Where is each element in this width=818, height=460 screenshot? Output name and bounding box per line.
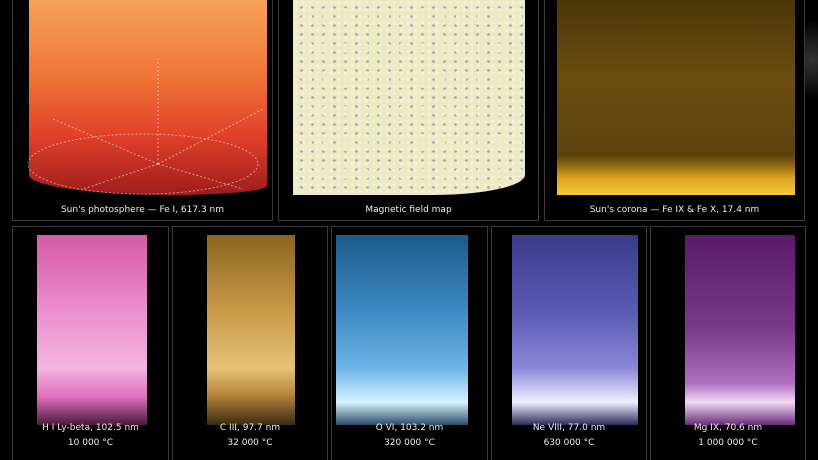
caption-line: C III, 97.7 nm bbox=[219, 423, 281, 433]
panel: O VI, 103.2 nm 320 000 °C bbox=[331, 226, 488, 460]
ne-viii-image bbox=[512, 235, 638, 425]
caption: Magnetic field map bbox=[365, 205, 452, 215]
caption-line: Mg IX, 70.6 nm bbox=[693, 423, 763, 433]
caption: Sun's photosphere — Fe I, 617.3 nm bbox=[60, 205, 225, 215]
caption-line: 320 000 °C bbox=[384, 438, 435, 448]
ly-beta-image bbox=[37, 235, 147, 425]
caption: Sun's corona — Fe IX & Fe X, 17.4 nm bbox=[589, 205, 760, 215]
caption-line: O VI, 103.2 nm bbox=[375, 423, 444, 433]
caption-line: 10 000 °C bbox=[67, 438, 114, 448]
caption-line: H I Ly-beta, 102.5 nm bbox=[42, 423, 139, 433]
panel: Mg IX, 70.6 nm 1 000 000 °C bbox=[650, 226, 806, 460]
panel: Sun's corona — Fe IX & Fe X, 17.4 nm bbox=[544, 0, 805, 221]
caption-line: Ne VIII, 77.0 nm bbox=[532, 423, 606, 433]
panel: Sun's photosphere — Fe I, 617.3 nm bbox=[12, 0, 273, 221]
panel: C III, 97.7 nm 32 000 °C bbox=[172, 226, 328, 460]
caption-line: 32 000 °C bbox=[227, 438, 273, 448]
magnetic-map-image bbox=[293, 0, 525, 195]
panel: Magnetic field map bbox=[278, 0, 539, 221]
corona-image bbox=[557, 0, 795, 195]
grid-overlay bbox=[27, 59, 264, 195]
caption-line: 1 000 000 °C bbox=[698, 438, 758, 448]
panel: Ne VIII, 77.0 nm 630 000 °C bbox=[491, 226, 647, 460]
caption-line: 630 000 °C bbox=[543, 438, 595, 448]
mg-ix-image bbox=[685, 235, 795, 425]
o-vi-image bbox=[336, 235, 468, 425]
photosphere-image bbox=[29, 0, 267, 195]
panel: H I Ly-beta, 102.5 nm 10 000 °C bbox=[12, 226, 169, 460]
c-iii-image bbox=[207, 235, 295, 425]
